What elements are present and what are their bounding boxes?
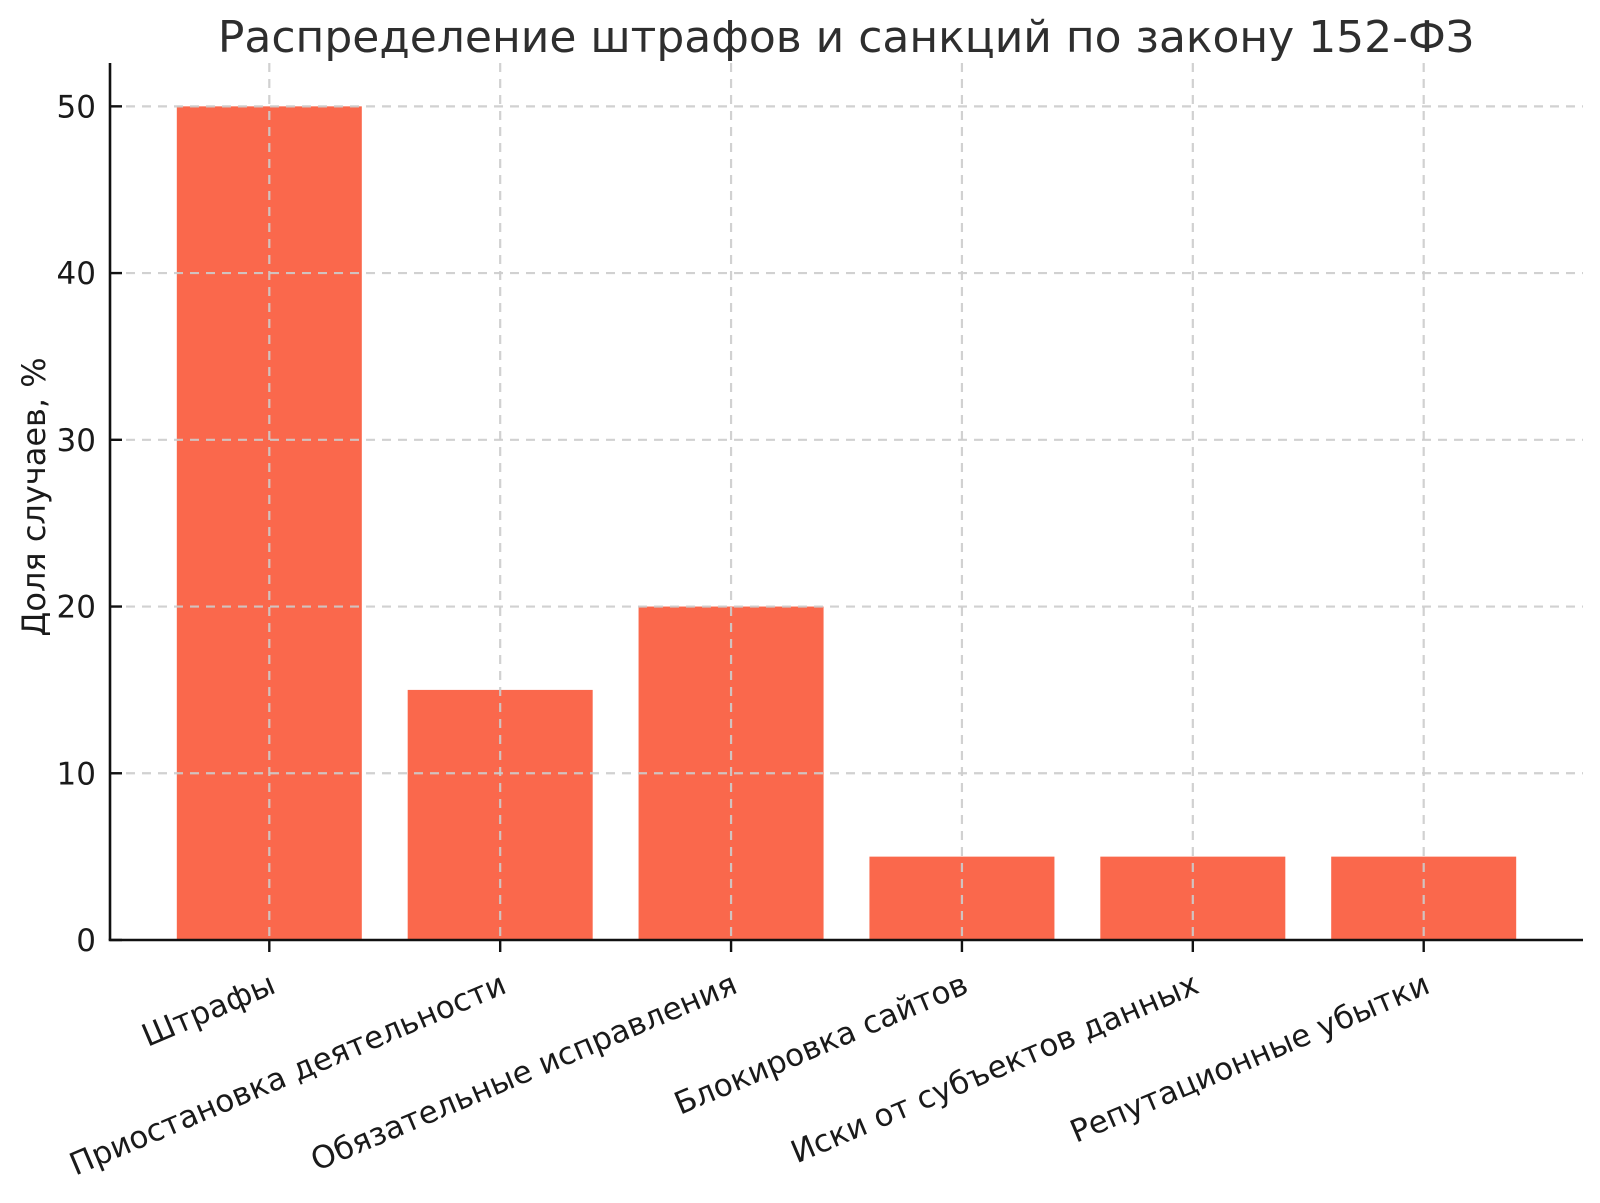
y-tick-label: 20: [57, 590, 96, 626]
x-tick-label: Иски от субъектов данных: [786, 966, 1204, 1171]
y-tick-label: 10: [57, 756, 96, 792]
y-tick-label: 0: [76, 923, 96, 959]
x-tick-label: Репутационные убытки: [1065, 966, 1435, 1150]
chart-title: Распределение штрафов и санкций по закон…: [217, 12, 1475, 63]
y-tick-label: 50: [57, 89, 96, 125]
x-tick-label: Обязательные исправления: [306, 966, 742, 1178]
x-tick-label: Приостановка деятельности: [64, 966, 511, 1183]
y-tick-label: 40: [57, 256, 96, 292]
x-tick-label: Штрафы: [137, 966, 281, 1054]
y-axis-label: Доля случаев, %: [15, 357, 53, 637]
y-tick-label: 30: [57, 423, 96, 459]
